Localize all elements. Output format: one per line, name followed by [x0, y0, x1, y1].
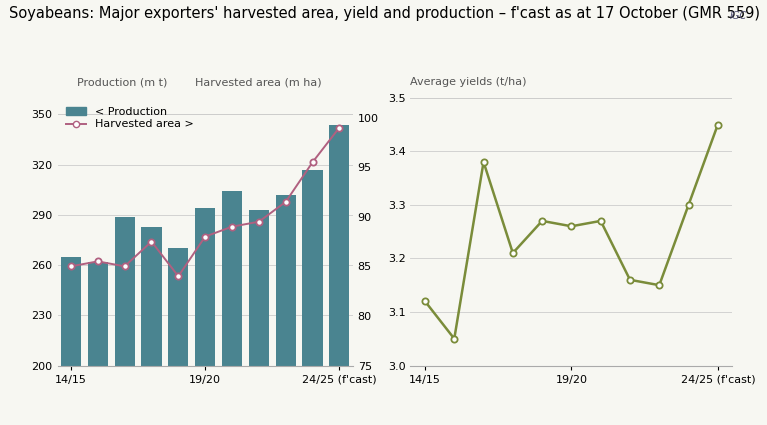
Bar — [302, 170, 323, 425]
Text: Soyabeans: Major exporters' harvested area, yield and production – f'cast as at : Soyabeans: Major exporters' harvested ar… — [9, 6, 760, 21]
Bar — [114, 217, 135, 425]
Bar — [275, 195, 296, 425]
Text: IGC: IGC — [730, 11, 747, 21]
Bar — [87, 262, 108, 425]
Text: Production (m t): Production (m t) — [77, 77, 168, 87]
Bar — [141, 227, 162, 425]
Bar — [249, 210, 269, 425]
Bar — [61, 257, 81, 425]
Legend: < Production, Harvested area >: < Production, Harvested area > — [63, 103, 197, 133]
Text: Harvested area (m ha): Harvested area (m ha) — [195, 77, 321, 87]
Bar — [222, 192, 242, 425]
Bar — [168, 248, 189, 425]
Text: Average yields (t/ha): Average yields (t/ha) — [410, 77, 527, 87]
Bar — [195, 208, 216, 425]
Bar — [329, 125, 350, 425]
